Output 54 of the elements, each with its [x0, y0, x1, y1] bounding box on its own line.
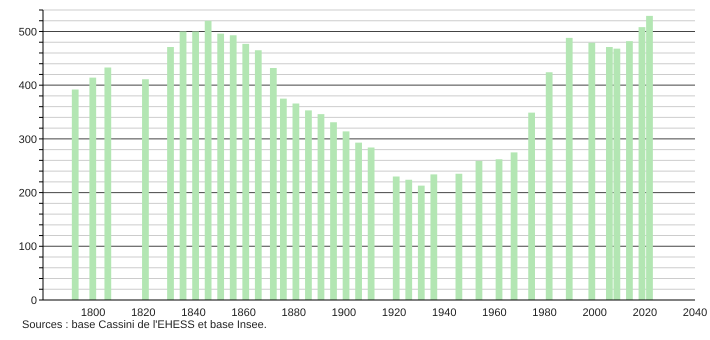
bar — [626, 41, 633, 300]
y-tick-label: 300 — [18, 134, 37, 146]
bar — [496, 159, 502, 300]
bar — [180, 31, 186, 300]
y-tick-label: 0 — [30, 294, 37, 307]
bar — [342, 131, 350, 300]
x-tick-label: 1900 — [332, 306, 356, 319]
x-tick-label: 1800 — [80, 306, 106, 319]
y-tick-label: 500 — [18, 26, 37, 38]
bar — [254, 50, 262, 300]
bar — [72, 89, 79, 300]
bar — [192, 31, 199, 300]
bar — [528, 112, 536, 300]
x-tick-label: 1820 — [131, 306, 156, 319]
bar — [142, 79, 149, 300]
x-tick-label: 2000 — [582, 306, 607, 319]
bar — [355, 142, 362, 300]
bar — [546, 72, 553, 300]
x-tick-label: 1940 — [432, 306, 456, 319]
bar — [510, 152, 518, 300]
bar — [330, 122, 337, 300]
bar — [305, 110, 312, 300]
y-tick-label: 100 — [18, 241, 37, 254]
bar — [242, 44, 250, 300]
bar — [368, 147, 375, 300]
bar — [217, 34, 224, 300]
bar — [405, 180, 412, 300]
bar — [104, 67, 112, 300]
bar — [392, 176, 400, 300]
x-tick-label: 1980 — [532, 306, 557, 319]
x-tick-label: 1840 — [181, 306, 206, 319]
bar — [204, 20, 212, 300]
bar — [418, 186, 425, 300]
x-tick-label: 1920 — [382, 306, 406, 319]
x-tick-label: 2040 — [682, 306, 708, 319]
bar — [318, 114, 324, 300]
bar — [230, 35, 237, 300]
bar — [167, 47, 174, 300]
x-tick-label: 1960 — [482, 306, 507, 319]
x-tick-label: 2020 — [632, 306, 658, 319]
bar — [292, 103, 300, 300]
bar — [280, 98, 287, 300]
y-tick-label: 400 — [18, 80, 37, 92]
source-note: Sources : base Cassini de l'EHESS et base Insee. — [22, 319, 267, 331]
x-tick-label: 1880 — [282, 306, 306, 319]
x-tick-label: 1860 — [231, 306, 256, 319]
y-tick-label: 200 — [18, 188, 37, 200]
bar — [430, 174, 438, 300]
bar — [89, 78, 96, 300]
bar — [566, 38, 573, 300]
bar — [270, 68, 277, 300]
bar — [456, 174, 462, 300]
bar — [476, 160, 482, 300]
bar — [588, 42, 596, 300]
